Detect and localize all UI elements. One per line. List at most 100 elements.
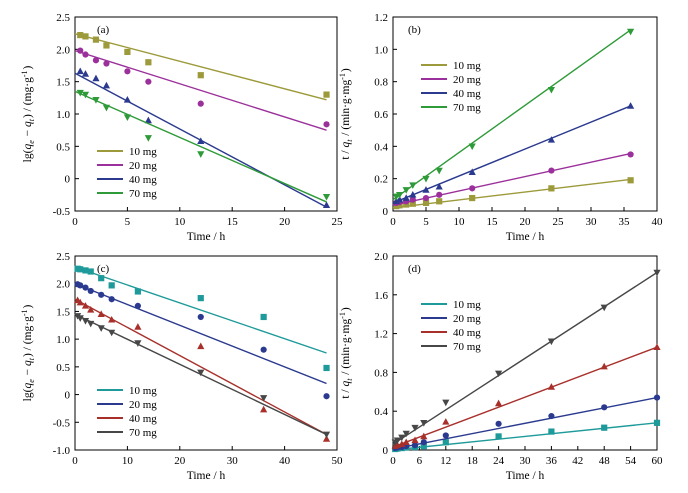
data-point	[547, 383, 555, 390]
x-tick-label: 40	[652, 216, 664, 228]
series-20-mg	[392, 151, 634, 207]
data-point	[495, 433, 502, 440]
data-point	[422, 175, 430, 183]
x-axis-label: Time / h	[187, 470, 226, 482]
data-point	[197, 100, 204, 107]
legend: 10 mg 20 mg 40 mg 70 mg	[97, 146, 157, 200]
data-point	[82, 267, 89, 274]
data-point	[81, 91, 90, 99]
legend-label: 20 mg	[453, 74, 481, 86]
y-tick-label: 0	[383, 206, 389, 218]
data-point	[97, 310, 105, 317]
data-point	[145, 78, 152, 85]
series-10-mg	[74, 265, 330, 372]
fit-line	[392, 422, 658, 451]
y-tick-label: 0.8	[374, 77, 388, 89]
data-point	[547, 338, 555, 346]
data-point	[197, 369, 205, 377]
data-point	[409, 200, 416, 207]
data-point	[82, 51, 89, 58]
data-point	[87, 320, 95, 328]
x-tick-label: 30	[520, 455, 532, 467]
data-point	[627, 151, 634, 158]
plot-frame	[74, 16, 338, 212]
data-point	[409, 191, 417, 198]
fit-line	[392, 29, 632, 201]
legend-label: 20 mg	[453, 313, 481, 325]
legend-label: 10 mg	[453, 299, 481, 311]
y-tick-label: -1.0	[53, 445, 71, 457]
series-70-mg	[391, 269, 661, 447]
x-tick-label: 42	[572, 455, 583, 467]
data-point	[420, 439, 427, 446]
data-point	[402, 194, 410, 201]
x-tick-label: 0	[390, 455, 396, 467]
data-point	[144, 135, 152, 142]
data-point	[495, 420, 502, 427]
data-point	[108, 329, 116, 337]
y-axis-label: lg(qe − qt ) / (mg·g-1 )	[20, 305, 36, 402]
y-tick-label: 1.0	[56, 109, 70, 121]
data-point	[322, 201, 331, 208]
y-tick-label: 2.5	[56, 251, 70, 263]
legend: 10 mg 20 mg 40 mg 70 mg	[97, 385, 157, 439]
data-point	[402, 187, 410, 194]
data-point	[435, 167, 443, 175]
plot-frame	[392, 255, 658, 451]
data-point	[134, 340, 142, 347]
fit-line	[74, 266, 327, 354]
data-point	[411, 442, 419, 449]
data-point	[134, 288, 141, 295]
x-tick-label: 5	[423, 216, 429, 228]
y-tick-label: -0.5	[53, 206, 71, 218]
data-point	[409, 196, 416, 203]
data-point	[442, 439, 449, 446]
data-point	[81, 318, 90, 325]
y-tick-label: 0.4	[374, 141, 388, 153]
y-tick-label: 0.5	[56, 362, 70, 374]
data-point	[322, 435, 331, 442]
x-tick-label: 18	[467, 455, 479, 467]
series-20-mg	[392, 394, 661, 452]
data-point	[601, 404, 608, 411]
data-point	[422, 194, 430, 202]
y-tick-label: 0	[65, 390, 71, 402]
data-point	[123, 114, 131, 122]
fit-line	[74, 90, 327, 203]
x-tick-label: 30	[227, 455, 239, 467]
data-point	[124, 68, 131, 75]
legend-label: 70 mg	[453, 102, 481, 114]
panel-label: (b)	[408, 24, 421, 36]
fit-line	[392, 346, 658, 448]
data-point	[76, 298, 84, 306]
data-point	[260, 395, 268, 402]
data-point	[81, 70, 90, 77]
y-tick-label: 0.5	[56, 141, 70, 153]
data-point	[197, 72, 204, 79]
legend-label: 70 mg	[129, 427, 157, 439]
fit-line	[392, 396, 658, 450]
panel-label: (d)	[408, 263, 421, 275]
data-point	[197, 342, 205, 350]
data-point	[396, 202, 403, 209]
data-point	[442, 432, 449, 439]
data-point	[81, 302, 90, 309]
fit-line	[392, 152, 631, 207]
x-tick-label: 5	[125, 216, 131, 228]
series-20-mg	[74, 281, 330, 400]
x-tick-label: 30	[586, 216, 598, 228]
data-point	[495, 399, 503, 407]
data-point	[102, 104, 111, 112]
y-tick-label: 0.8	[374, 367, 388, 379]
data-point	[76, 89, 84, 97]
data-point	[134, 323, 142, 330]
x-tick-label: 25	[332, 216, 344, 228]
legend: 10 mg 20 mg 40 mg 70 mg	[421, 299, 481, 353]
series-20-mg	[74, 47, 330, 131]
data-point	[442, 399, 450, 407]
data-point	[76, 315, 84, 322]
legend-label: 70 mg	[129, 188, 157, 200]
data-point	[197, 137, 205, 144]
y-tick-label: -0.5	[53, 417, 71, 429]
x-tick-label: 10	[174, 216, 186, 228]
